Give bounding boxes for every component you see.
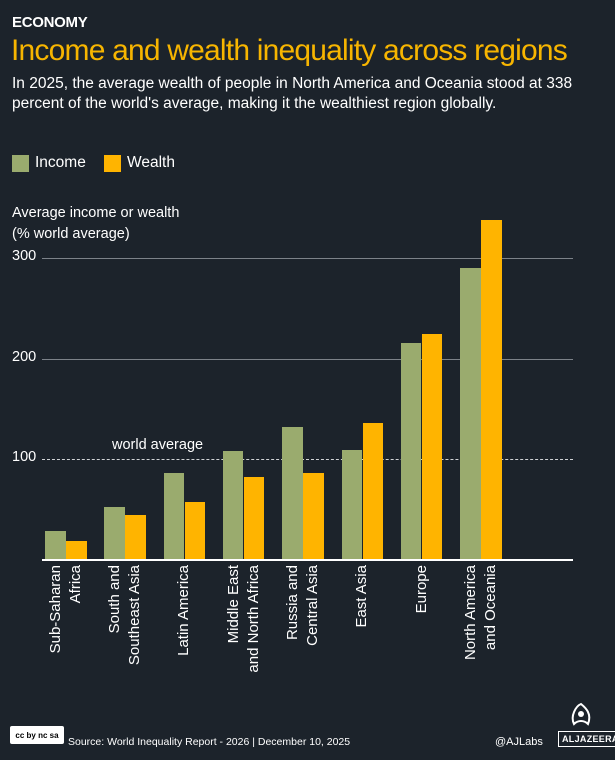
x-tick-label: East Asia [339, 565, 385, 705]
bar-wealth [66, 540, 87, 560]
x-tick-label: South and Southeast Asia [102, 565, 148, 705]
bar-income [341, 450, 362, 560]
y-tick-label: 300 [12, 247, 37, 264]
x-tick-label-line: East Asia [353, 565, 371, 628]
chart-title: Income and wealth inequality across regi… [11, 34, 568, 67]
legend-swatch-wealth [104, 154, 121, 172]
x-tick-label-line: Russia and [284, 565, 301, 641]
x-tick-label-line: Latin America [175, 565, 193, 656]
x-axis-line [42, 559, 573, 561]
ajlabs-handle: @AJLabs [495, 736, 543, 748]
bar-wealth [362, 422, 383, 560]
world-average-label: world average [112, 437, 204, 453]
source-note: Source: World Inequality Report - 2026 |… [68, 736, 351, 748]
aljazeera-calligraphy-logo [571, 702, 591, 726]
bar-wealth [125, 515, 146, 560]
y-axis-label: Average income or wealth (% world averag… [12, 203, 179, 245]
bar-income [222, 451, 244, 560]
x-tick-label: North America and Oceania [458, 565, 504, 705]
x-tick-label-line: Europe [412, 565, 430, 614]
bar-wealth [421, 334, 443, 560]
chart-subtitle: In 2025, the average wealth of people in… [12, 75, 573, 112]
bar-income [163, 473, 185, 560]
gridline [42, 257, 573, 259]
bar-income [104, 507, 125, 560]
x-tick-label: Europe [399, 565, 445, 705]
aljazeera-wordmark: ALJAZEERA [558, 731, 615, 747]
legend-label-income: Income [35, 154, 86, 171]
y-axis-label-line: Average income or wealth [12, 205, 180, 221]
x-tick-label: Middle East and North Africa [221, 565, 267, 705]
legend-wealth: Wealth [104, 154, 175, 172]
bar-wealth [481, 219, 502, 560]
x-tick-label-line: Sub-Saharan [46, 565, 64, 654]
bar-income [282, 426, 303, 560]
x-tick-label-line: and North Africa [244, 565, 262, 673]
y-tick-label: 200 [12, 348, 37, 365]
x-tick-label-line: South and [106, 565, 124, 634]
bar-income [45, 530, 66, 560]
bar-wealth [303, 473, 324, 560]
x-tick-label-line: Southeast Asia [126, 565, 144, 666]
creative-commons-badge: cc by nc sa [10, 726, 64, 744]
bar-wealth [243, 477, 265, 560]
x-tick-label-line: and Oceania [481, 565, 499, 651]
x-tick-label: Russia and Central Asia [280, 565, 326, 705]
kicker: ECONOMY [12, 14, 88, 31]
legend-swatch-income [12, 154, 29, 172]
gridline [42, 358, 573, 360]
world-average-line [42, 459, 573, 461]
y-axis-label-line: (% world average) [12, 226, 130, 242]
bar-income [400, 343, 422, 560]
x-tick-label: Latin America [161, 565, 207, 705]
x-tick-label: Sub-Saharan Africa [43, 565, 89, 705]
x-tick-label-line: North America [461, 565, 479, 661]
legend-label-wealth: Wealth [127, 154, 175, 171]
bar-income [460, 267, 481, 560]
bar-wealth [184, 502, 206, 560]
y-tick-label: 100 [12, 449, 37, 466]
x-tick-label-line: Africa [66, 565, 84, 604]
x-tick-label-line: Central Asia [304, 565, 321, 646]
legend-income: Income [12, 154, 86, 172]
x-tick-label-line: Middle East [224, 565, 242, 644]
